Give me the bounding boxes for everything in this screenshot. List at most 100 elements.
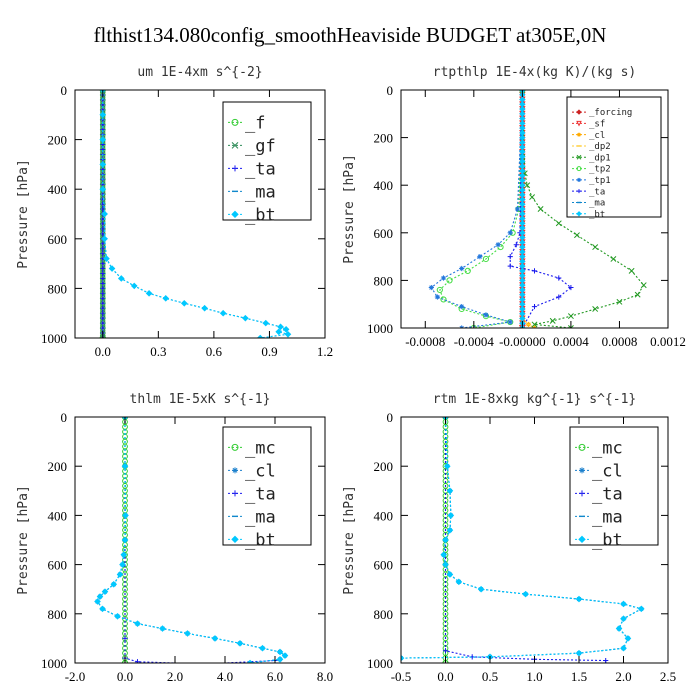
data-point	[100, 261, 106, 266]
data-point	[447, 512, 455, 519]
data-point	[219, 309, 227, 317]
panel-title: um 1E-4xm s^{-2}	[137, 65, 262, 80]
data-point	[276, 648, 284, 656]
x-tick-label: -2.0	[65, 669, 86, 684]
plot-frame	[74, 89, 326, 339]
data-point	[537, 206, 544, 212]
data-point	[556, 294, 562, 300]
legend-marker	[576, 109, 582, 115]
data-point	[507, 319, 513, 325]
y-tick-label: 200	[374, 131, 394, 146]
data-point	[592, 244, 599, 251]
legend-marker	[579, 467, 585, 474]
series-line-dp1	[521, 90, 645, 328]
panel-um: um 1E-4xm s^{-2} Pressure [hPa] 0 200 400 600…	[16, 65, 333, 359]
panel-rtm: rtm 1E-8xkg kg^{-1} s^{-1} Pressure [hPa]…	[342, 392, 676, 684]
x-tick-label: 1.2	[317, 344, 333, 359]
data-point	[100, 315, 106, 321]
data-point	[101, 588, 109, 595]
figure-title: flthist134.080config_smoothHeaviside BUD…	[94, 23, 607, 47]
legend-label: _dp1	[589, 153, 611, 163]
data-point	[110, 580, 118, 588]
legend-marker	[578, 443, 586, 451]
x-tick-label: 1.0	[526, 669, 542, 684]
data-point	[446, 571, 454, 578]
data-point	[99, 185, 107, 193]
data-point	[620, 615, 627, 623]
y-axis-label: Pressure [hPa]	[342, 485, 357, 595]
data-point	[120, 551, 128, 559]
data-point	[624, 635, 632, 642]
y-tick-label: 600	[48, 232, 68, 247]
x-tick-label: -0.00000	[499, 334, 546, 349]
y-axis-label: Pressure [hPa]	[342, 154, 357, 264]
data-point	[549, 317, 556, 324]
series-group	[428, 90, 647, 328]
x-tick-label: 0.0012	[650, 334, 686, 349]
legend-marker	[577, 189, 581, 194]
data-point	[99, 161, 107, 168]
data-point	[100, 226, 106, 232]
panel-title: rtpthlp 1E-4x(kg K)/(kg s)	[433, 65, 637, 80]
x-tick-label: 0.0	[117, 669, 133, 684]
data-point	[114, 612, 121, 620]
data-point	[443, 462, 451, 470]
data-point	[620, 600, 627, 608]
y-tick-label: 800	[374, 273, 394, 288]
data-point	[428, 284, 434, 291]
data-point	[96, 593, 104, 600]
legend-label: _ta	[245, 159, 276, 179]
data-point	[99, 605, 106, 613]
data-point	[100, 251, 106, 257]
data-point	[555, 220, 562, 227]
x-tick-label: 1.5	[571, 669, 587, 684]
plot-frame	[74, 416, 326, 664]
legend: _forcing _sf_cl_dp2_dp1 _tp2_tp1_ta _ma_bt	[566, 96, 662, 220]
data-point	[531, 321, 538, 328]
data-point	[180, 299, 188, 307]
legend-label: _ta	[592, 484, 623, 504]
data-point	[99, 136, 107, 143]
legend-box	[566, 96, 662, 218]
series-group	[99, 90, 292, 338]
x-tick-label: -0.0008	[405, 334, 445, 349]
legend-marker	[231, 443, 239, 451]
data-point	[434, 294, 441, 300]
data-point	[100, 246, 106, 252]
data-point	[634, 291, 641, 298]
legend-marker	[231, 141, 239, 149]
data-point	[121, 536, 129, 544]
data-point	[119, 561, 126, 568]
x-tick-label: 2.0	[167, 669, 183, 684]
data-point	[464, 267, 471, 274]
series-line-ta	[444, 417, 607, 663]
legend-label: _cl	[592, 461, 623, 481]
data-point	[103, 255, 110, 262]
data-point	[531, 303, 538, 310]
legend-marker	[576, 166, 582, 172]
data-point	[442, 648, 449, 654]
data-point	[134, 620, 141, 627]
data-point	[276, 656, 284, 663]
data-point	[134, 659, 141, 663]
data-point	[529, 194, 536, 201]
x-tick-label: 0.0004	[553, 334, 589, 349]
x-tick-label: 8.0	[317, 669, 333, 684]
y-tick-label: 800	[48, 607, 68, 622]
data-point	[459, 303, 465, 310]
legend-label: _ma	[245, 182, 276, 202]
data-point	[100, 295, 106, 301]
data-point	[440, 275, 447, 281]
data-point	[483, 312, 489, 318]
data-point	[575, 649, 583, 657]
data-point	[620, 644, 627, 652]
legend-label: _ta	[245, 484, 276, 504]
data-point	[117, 275, 125, 282]
data-point	[440, 551, 448, 559]
data-point	[567, 313, 574, 320]
data-point	[459, 265, 465, 272]
data-point	[574, 232, 580, 239]
y-tick-label: 400	[48, 508, 68, 523]
panel-title: rtm 1E-8xkg kg^{-1} s^{-1}	[433, 392, 637, 407]
